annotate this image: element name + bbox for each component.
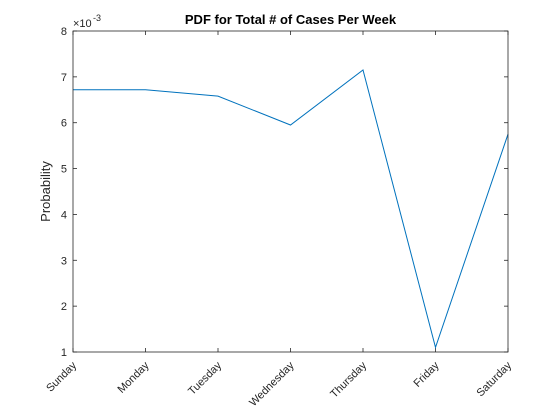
chart-title: PDF for Total # of Cases Per Week — [185, 12, 397, 27]
exponent-times: ×10 — [73, 18, 92, 30]
y-tick-label: 6 — [61, 118, 67, 130]
y-tick-label: 1 — [61, 347, 67, 359]
y-tick-label: 2 — [61, 301, 67, 313]
y-tick-label: 5 — [61, 164, 67, 176]
axes-box — [72, 30, 509, 353]
y-tick-label: 7 — [61, 72, 67, 84]
exponent-power: -3 — [93, 13, 101, 23]
y-tick-label: 3 — [61, 255, 67, 267]
y-tick-label: 4 — [61, 209, 67, 221]
y-tick-label: 8 — [61, 26, 67, 38]
plot-area — [73, 31, 508, 352]
y-axis-label: Probability — [38, 161, 53, 222]
exponent-label: ×10 -3 — [73, 13, 101, 30]
y-tick-labels: 1 2 3 4 5 6 7 8 — [61, 26, 67, 359]
